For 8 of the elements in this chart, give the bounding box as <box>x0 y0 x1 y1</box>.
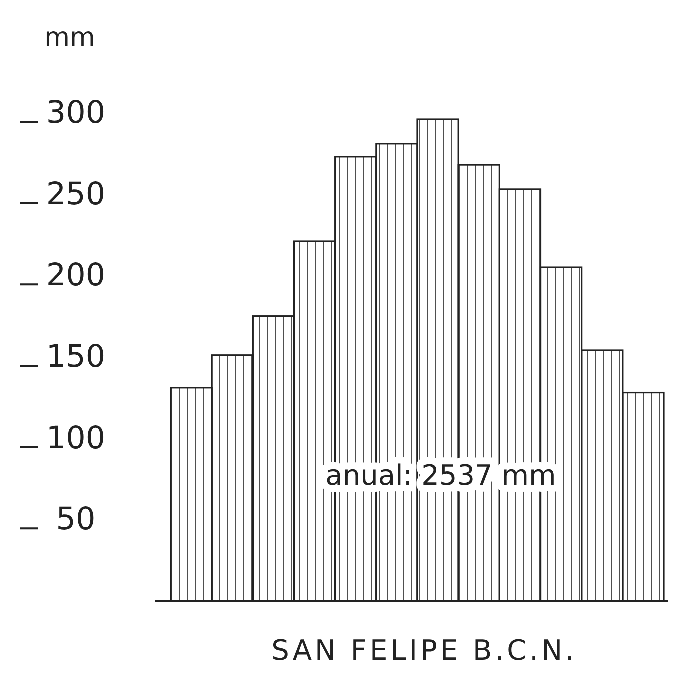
y-axis-title: mm <box>44 23 96 53</box>
y-tick-label: 100 <box>46 420 106 456</box>
x-axis-title: SAN FELIPE B.C.N. <box>272 634 578 667</box>
y-tick-label: 250 <box>46 176 106 212</box>
y-tick-label: 200 <box>46 258 106 294</box>
y-tick-label: 150 <box>46 339 106 375</box>
y-tick-label: 300 <box>46 95 106 131</box>
y-tick-label: 50 <box>56 502 96 538</box>
